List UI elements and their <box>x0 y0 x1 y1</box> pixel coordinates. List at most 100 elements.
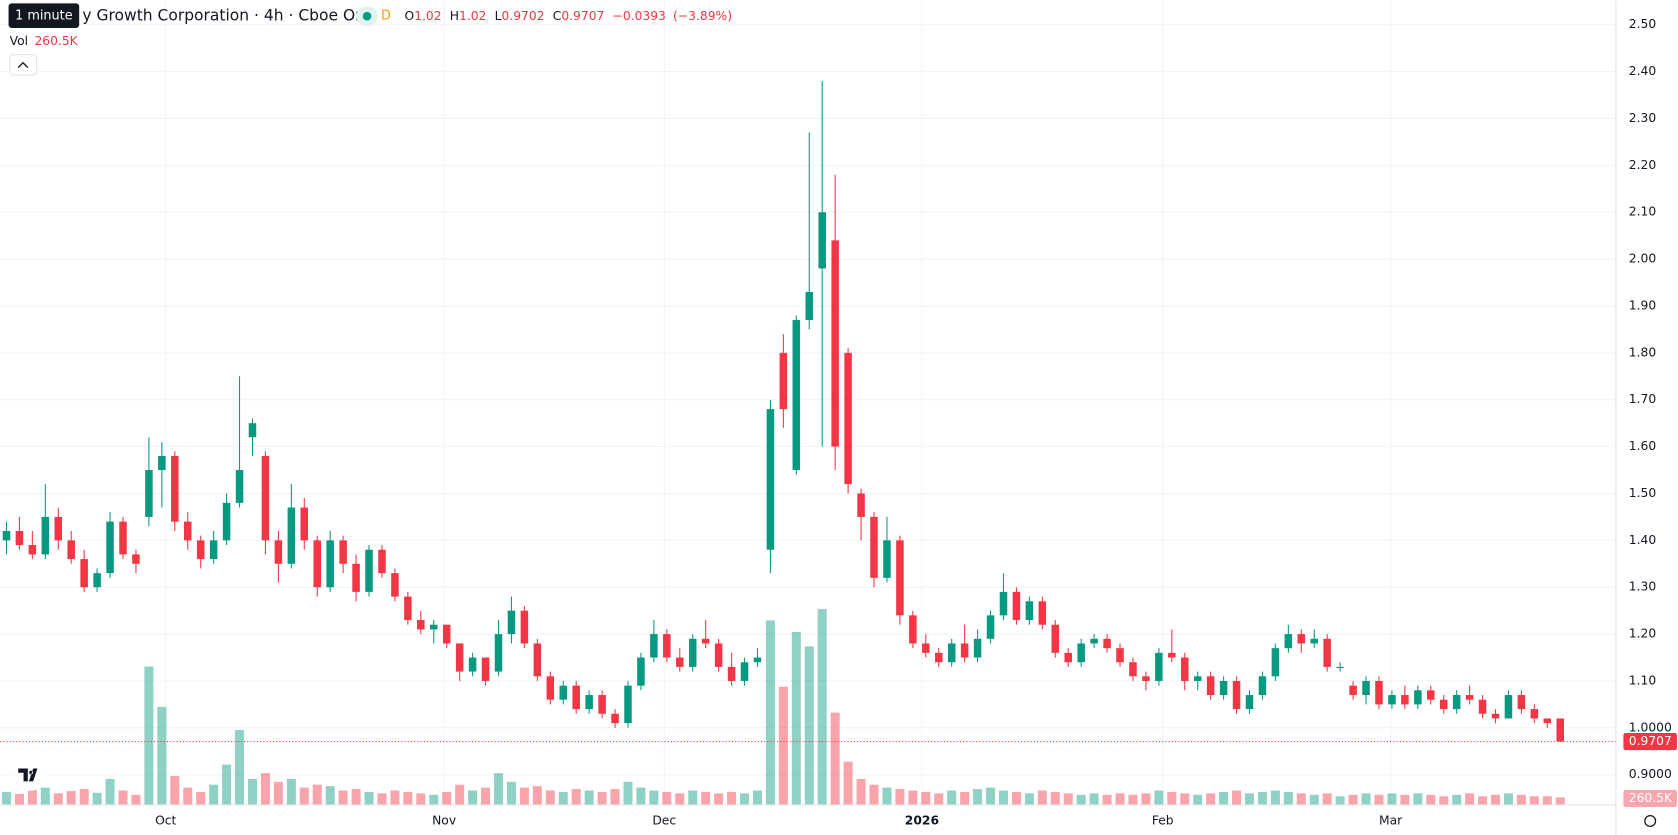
candle-body <box>261 455 270 541</box>
volume-bar <box>390 790 400 805</box>
volume-bar <box>442 791 452 805</box>
volume-bar <box>1426 794 1436 805</box>
volume-bar <box>740 793 750 805</box>
candle-body <box>1478 699 1487 714</box>
candle-body <box>1439 699 1448 710</box>
volume-bar <box>1102 794 1112 805</box>
volume-tag-label: 260.5K <box>1629 791 1673 805</box>
candle-body <box>1284 634 1293 649</box>
volume-bar <box>183 787 193 805</box>
candle-body <box>922 643 930 653</box>
candle-body <box>196 540 205 560</box>
volume-bar <box>1413 793 1423 805</box>
candle-body <box>183 521 192 541</box>
volume-bar <box>1555 797 1565 805</box>
volume-bar <box>1115 793 1125 805</box>
candle-body <box>119 521 127 555</box>
candle-body <box>1349 685 1357 696</box>
volume-bar <box>299 787 309 805</box>
volume-bar <box>14 793 24 805</box>
candle-body <box>934 652 943 663</box>
volume-bar <box>830 712 840 805</box>
volume-bar <box>701 791 711 805</box>
volume-bar <box>1400 794 1410 805</box>
volume-bar <box>1089 793 1099 805</box>
y-tick-label: 2.50 <box>1629 17 1656 31</box>
volume-bar <box>1361 793 1371 805</box>
candle-body <box>494 634 503 672</box>
volume-bar <box>882 787 892 805</box>
candle-body <box>753 657 762 663</box>
volume-bar <box>286 778 296 805</box>
candle-body <box>727 666 736 681</box>
y-tick-label: 1.10 <box>1629 673 1656 687</box>
candle-body <box>714 643 723 667</box>
candle-body <box>442 624 451 644</box>
volume-bar <box>934 793 944 805</box>
volume-bar <box>778 686 788 805</box>
candle-body <box>688 638 697 667</box>
candle-body <box>235 470 244 503</box>
y-tick-label: 1.50 <box>1629 486 1656 500</box>
candle-body <box>857 493 865 517</box>
volume-bar <box>325 786 335 805</box>
volume-bar <box>869 784 879 805</box>
volume-bar <box>1219 791 1229 805</box>
logo-bg <box>13 758 47 791</box>
candle-body <box>1323 638 1331 667</box>
candle-body <box>1414 690 1422 705</box>
volume-bar <box>1529 796 1539 805</box>
candle-body <box>1491 713 1500 719</box>
volume-bar <box>688 790 698 805</box>
candle-body <box>1090 638 1098 644</box>
volume-bar <box>765 620 775 805</box>
candle-body <box>883 540 891 578</box>
volume-bar <box>247 778 257 805</box>
volume-bar <box>493 773 504 805</box>
volume-bar <box>416 793 426 805</box>
volume-bar <box>791 631 801 805</box>
volume-bar <box>40 787 50 805</box>
candle-body <box>15 530 24 546</box>
candle-body <box>792 320 801 471</box>
candle-body <box>145 470 153 517</box>
collapse-button[interactable] <box>9 54 37 76</box>
volume-bar <box>351 789 361 805</box>
candle-body <box>417 620 425 630</box>
volume-bar <box>468 790 478 805</box>
ohlc-value: 0.9702 <box>502 9 545 23</box>
candle-body <box>1025 601 1034 621</box>
status-dot <box>362 11 372 21</box>
settings-icon[interactable] <box>1644 814 1657 827</box>
vol-legend: Vol 260.5K <box>10 33 79 47</box>
volume-bar <box>973 789 983 805</box>
candle-body <box>378 549 386 574</box>
candle-body <box>1142 676 1150 681</box>
candle-body <box>507 610 516 635</box>
volume-bar <box>403 791 413 805</box>
y-tick-label: 2.40 <box>1629 64 1656 78</box>
tooltip: 1 minute <box>15 9 73 24</box>
candle-body <box>28 545 37 555</box>
volume-bar <box>519 787 529 805</box>
candle-body <box>222 502 231 541</box>
candle-body <box>663 634 671 658</box>
volume-bar <box>1439 796 1449 805</box>
volume-bar <box>1206 793 1216 805</box>
y-tick-label: 0.9000 <box>1629 767 1672 781</box>
candle-body <box>1388 695 1396 705</box>
candle-body <box>1219 680 1228 696</box>
change: −0.0393 <box>613 9 666 23</box>
candle-body <box>533 643 542 677</box>
title[interactable]: y Growth Corporation · 4h · Cboe One <box>82 7 374 25</box>
logo[interactable] <box>18 768 38 782</box>
volume-bar <box>636 787 646 805</box>
y-tick-label: 2.00 <box>1629 252 1656 266</box>
ohlc-value: 0.9707 <box>561 9 604 23</box>
volume-bar <box>1296 793 1306 805</box>
candle-body <box>80 559 88 588</box>
candle-body <box>158 455 166 471</box>
badge: D <box>381 9 391 24</box>
ohlc-legend: O1.02 H1.02 L0.9702 C0.9707 −0.0393 (−3.… <box>405 9 732 23</box>
